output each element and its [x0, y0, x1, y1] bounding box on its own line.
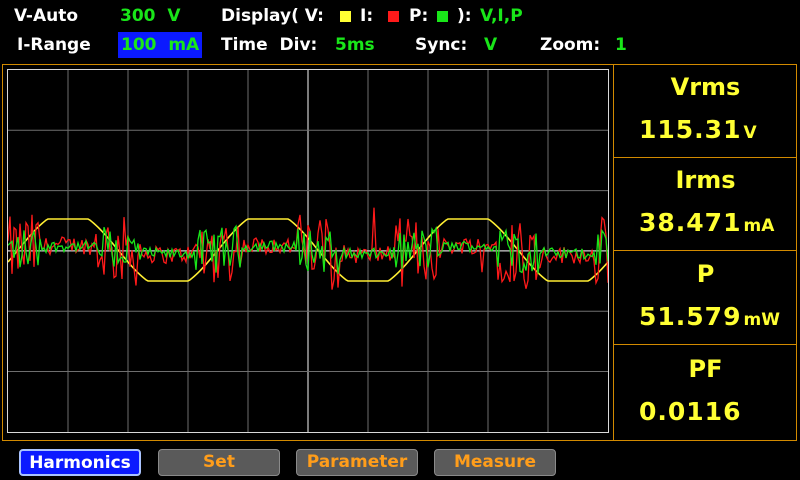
v-mode[interactable]: V-Auto [14, 6, 79, 26]
sync-label: Sync: [415, 35, 468, 55]
voltage-trace [8, 218, 608, 282]
irms-value: 38.471 [639, 208, 742, 237]
display-p-label: P: [409, 6, 429, 26]
waveform-plot [8, 70, 608, 432]
irms-unit: mA [743, 216, 775, 236]
power-readout: P 51.579 mW [614, 252, 797, 345]
display-label: Display( V: [221, 6, 324, 26]
vrms-unit: V [743, 123, 757, 143]
irms-label: Irms [675, 166, 736, 194]
waveform-grid [8, 70, 608, 432]
irms-readout: Irms 38.471 mA [614, 158, 797, 251]
power-value-line: 51.579 mW [639, 302, 780, 331]
vrms-readout: Vrms 115.31 V [614, 65, 797, 158]
vrms-value: 115.31 [639, 115, 742, 144]
harmonics-button[interactable]: Harmonics [19, 449, 141, 476]
voltage-color-swatch-icon [340, 11, 351, 22]
time-div-value[interactable]: 5ms [335, 35, 375, 55]
vrms-label: Vrms [670, 73, 741, 101]
display-frame [2, 64, 797, 441]
sync-value[interactable]: V [484, 35, 498, 55]
vrms-value-line: 115.31 V [639, 115, 757, 144]
power-color-swatch-icon [437, 11, 448, 22]
parameter-button[interactable]: Parameter [296, 449, 418, 476]
power-unit: mW [743, 310, 780, 330]
pf-readout: PF 0.0116 [614, 347, 797, 439]
time-div-label: Time Div: [221, 35, 318, 55]
set-button[interactable]: Set [158, 449, 280, 476]
pf-label: PF [688, 355, 723, 383]
v-range-value[interactable]: 300 V [120, 6, 181, 26]
pf-value: 0.0116 [639, 397, 742, 426]
i-range-label: I-Range [17, 35, 91, 55]
display-value[interactable]: V,I,P [480, 6, 523, 26]
current-color-swatch-icon [388, 11, 399, 22]
power-value: 51.579 [639, 302, 742, 331]
measurement-panel: Vrms 115.31 V Irms 38.471 mA P 51.579 mW PF… [613, 65, 797, 440]
measure-button[interactable]: Measure [434, 449, 556, 476]
zoom-label: Zoom: [540, 35, 601, 55]
pf-value-line: 0.0116 [639, 397, 743, 426]
header-row-2: I-Range 100 mA Time Div: 5ms Sync: V Zoo… [0, 32, 800, 58]
i-range-value[interactable]: 100 mA [118, 32, 203, 58]
power-trace [8, 224, 608, 275]
header-row-1: V-Auto 300 V Display( V: I: P: ): V,I,P [0, 3, 800, 29]
display-close: ): [457, 6, 472, 26]
irms-value-line: 38.471 mA [639, 208, 774, 237]
current-trace [8, 207, 608, 290]
waveform-display [7, 69, 609, 433]
power-label: P [696, 260, 715, 288]
display-i-label: I: [360, 6, 374, 26]
zoom-value[interactable]: 1 [615, 35, 627, 55]
